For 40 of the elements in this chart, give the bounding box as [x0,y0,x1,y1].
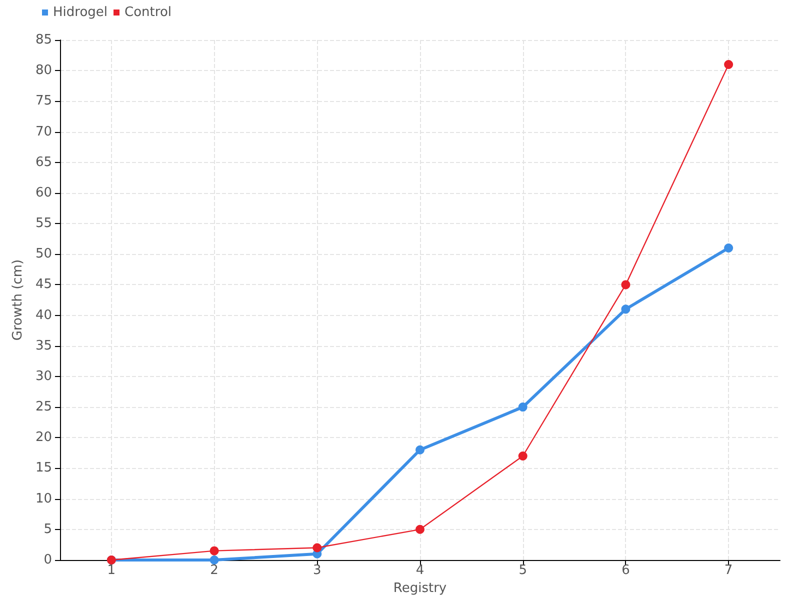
y-tick-label: 55 [35,216,52,232]
y-tick-label: 30 [35,368,52,384]
y-tick-label: 80 [35,63,52,78]
point [621,280,630,290]
y-tick-label: 45 [35,277,52,292]
point [416,524,424,534]
point [312,543,322,552]
y-tick-label: 40 [35,308,52,323]
y-tick-label: 75 [35,94,52,109]
y-tick-label: 10 [35,491,52,506]
y-tick-label: 50 [35,246,52,262]
point [416,445,424,454]
y-tick-label: 70 [35,124,52,140]
y-tick-label: 65 [35,154,52,170]
y-tick-label: 20 [35,430,52,446]
x-tick-label: 3 [313,563,322,578]
y-tick-label: 15 [35,460,52,476]
point [518,452,528,460]
point [621,304,630,314]
y-tick-label: 35 [35,338,52,354]
y-tick-label: 0 [44,552,52,568]
x-tick-label: 2 [210,563,218,578]
point [518,402,528,412]
y-tick-label: 25 [35,400,52,415]
legend-label: Control [124,5,172,20]
x-tick-label: 1 [107,563,116,578]
point [210,546,219,556]
legend-label: Hidrogel [53,5,108,20]
point [724,244,734,252]
x-tick-label: 6 [622,563,630,578]
x-tick-label: 4 [416,563,424,578]
x-tick-label: 7 [724,563,733,578]
point [210,556,219,564]
y-tick-label: 5 [44,522,52,537]
x-tick-label: 5 [518,563,527,578]
point [724,60,734,69]
x-axis-title: Registry [393,580,447,596]
y-tick-label: 85 [35,32,52,48]
y-tick-label: 60 [35,185,52,200]
y-axis-title: Growth (cm) [10,259,26,341]
